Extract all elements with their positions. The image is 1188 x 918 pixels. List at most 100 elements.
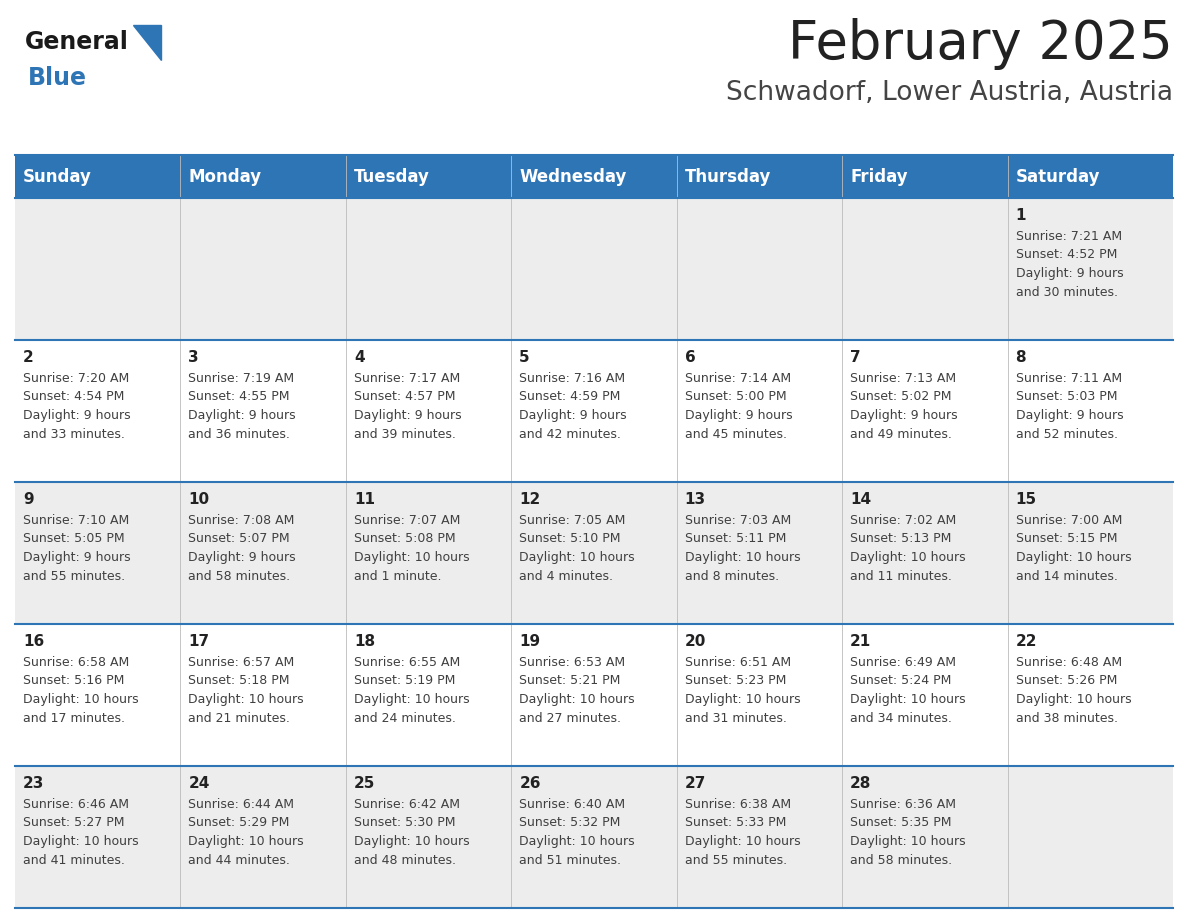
Text: and 45 minutes.: and 45 minutes. xyxy=(684,428,786,441)
Text: Daylight: 10 hours: Daylight: 10 hours xyxy=(684,551,801,564)
Text: Sunset: 5:07 PM: Sunset: 5:07 PM xyxy=(189,532,290,545)
Text: Daylight: 10 hours: Daylight: 10 hours xyxy=(851,693,966,706)
Text: Sunrise: 7:08 AM: Sunrise: 7:08 AM xyxy=(189,514,295,527)
Bar xyxy=(677,155,842,198)
Bar xyxy=(677,624,842,766)
Bar xyxy=(15,766,181,908)
Text: Daylight: 10 hours: Daylight: 10 hours xyxy=(519,835,634,848)
Text: 2: 2 xyxy=(23,350,33,365)
Text: Sunset: 5:19 PM: Sunset: 5:19 PM xyxy=(354,675,455,688)
Text: Sunrise: 7:10 AM: Sunrise: 7:10 AM xyxy=(23,514,129,527)
Text: Sunrise: 7:05 AM: Sunrise: 7:05 AM xyxy=(519,514,626,527)
Bar xyxy=(346,155,511,198)
Text: Daylight: 10 hours: Daylight: 10 hours xyxy=(23,693,139,706)
Text: 10: 10 xyxy=(189,492,209,507)
Text: Daylight: 10 hours: Daylight: 10 hours xyxy=(1016,693,1131,706)
Bar xyxy=(1007,766,1173,908)
Text: Daylight: 10 hours: Daylight: 10 hours xyxy=(684,693,801,706)
Text: Sunset: 5:30 PM: Sunset: 5:30 PM xyxy=(354,816,455,830)
Text: Sunset: 5:03 PM: Sunset: 5:03 PM xyxy=(1016,390,1117,404)
Text: Schwadorf, Lower Austria, Austria: Schwadorf, Lower Austria, Austria xyxy=(726,80,1173,106)
Text: 22: 22 xyxy=(1016,634,1037,649)
Text: Daylight: 10 hours: Daylight: 10 hours xyxy=(354,551,469,564)
Text: Sunset: 4:54 PM: Sunset: 4:54 PM xyxy=(23,390,125,404)
Text: and 52 minutes.: and 52 minutes. xyxy=(1016,428,1118,441)
Text: Sunrise: 6:48 AM: Sunrise: 6:48 AM xyxy=(1016,656,1121,669)
Text: Sunrise: 7:19 AM: Sunrise: 7:19 AM xyxy=(189,372,295,385)
Text: 1: 1 xyxy=(1016,208,1026,223)
Bar xyxy=(346,766,511,908)
Bar xyxy=(677,482,842,624)
Bar xyxy=(842,482,1007,624)
Text: 23: 23 xyxy=(23,776,44,791)
Text: and 49 minutes.: and 49 minutes. xyxy=(851,428,952,441)
Text: Friday: Friday xyxy=(851,167,908,185)
Text: Sunrise: 6:36 AM: Sunrise: 6:36 AM xyxy=(851,798,956,811)
Text: Sunday: Sunday xyxy=(23,167,91,185)
Bar xyxy=(346,482,511,624)
Text: Daylight: 10 hours: Daylight: 10 hours xyxy=(519,551,634,564)
Text: and 39 minutes.: and 39 minutes. xyxy=(354,428,456,441)
Text: Sunrise: 6:46 AM: Sunrise: 6:46 AM xyxy=(23,798,129,811)
Text: Daylight: 9 hours: Daylight: 9 hours xyxy=(189,551,296,564)
Text: Sunrise: 6:40 AM: Sunrise: 6:40 AM xyxy=(519,798,625,811)
Text: Sunrise: 7:02 AM: Sunrise: 7:02 AM xyxy=(851,514,956,527)
Bar xyxy=(842,624,1007,766)
Text: Daylight: 9 hours: Daylight: 9 hours xyxy=(23,409,131,422)
Text: Sunset: 5:15 PM: Sunset: 5:15 PM xyxy=(1016,532,1117,545)
Text: Daylight: 10 hours: Daylight: 10 hours xyxy=(851,551,966,564)
Bar xyxy=(346,340,511,482)
Text: Sunset: 5:21 PM: Sunset: 5:21 PM xyxy=(519,675,620,688)
Text: Daylight: 9 hours: Daylight: 9 hours xyxy=(1016,409,1123,422)
Text: Sunset: 5:00 PM: Sunset: 5:00 PM xyxy=(684,390,786,404)
Text: and 4 minutes.: and 4 minutes. xyxy=(519,569,613,583)
Text: 20: 20 xyxy=(684,634,706,649)
Text: Daylight: 9 hours: Daylight: 9 hours xyxy=(519,409,627,422)
Bar xyxy=(1007,155,1173,198)
Text: and 44 minutes.: and 44 minutes. xyxy=(189,854,290,867)
Text: Tuesday: Tuesday xyxy=(354,167,430,185)
Text: Daylight: 9 hours: Daylight: 9 hours xyxy=(23,551,131,564)
Text: Sunrise: 7:07 AM: Sunrise: 7:07 AM xyxy=(354,514,460,527)
Text: Sunrise: 7:13 AM: Sunrise: 7:13 AM xyxy=(851,372,956,385)
Bar xyxy=(511,340,677,482)
Text: Sunrise: 7:14 AM: Sunrise: 7:14 AM xyxy=(684,372,791,385)
Text: Sunset: 4:55 PM: Sunset: 4:55 PM xyxy=(189,390,290,404)
Text: Sunset: 4:57 PM: Sunset: 4:57 PM xyxy=(354,390,455,404)
Text: Sunset: 5:08 PM: Sunset: 5:08 PM xyxy=(354,532,455,545)
Text: Sunset: 5:27 PM: Sunset: 5:27 PM xyxy=(23,816,125,830)
Bar xyxy=(1007,624,1173,766)
Bar xyxy=(15,155,181,198)
Text: 28: 28 xyxy=(851,776,872,791)
Text: February 2025: February 2025 xyxy=(789,18,1173,70)
Text: and 42 minutes.: and 42 minutes. xyxy=(519,428,621,441)
Text: 17: 17 xyxy=(189,634,209,649)
Text: Sunrise: 7:17 AM: Sunrise: 7:17 AM xyxy=(354,372,460,385)
Text: Sunrise: 7:11 AM: Sunrise: 7:11 AM xyxy=(1016,372,1121,385)
Polygon shape xyxy=(133,25,162,60)
Text: Sunrise: 6:58 AM: Sunrise: 6:58 AM xyxy=(23,656,129,669)
Text: 4: 4 xyxy=(354,350,365,365)
Text: Saturday: Saturday xyxy=(1016,167,1100,185)
Bar xyxy=(511,624,677,766)
Text: 3: 3 xyxy=(189,350,200,365)
Bar xyxy=(842,155,1007,198)
Text: Sunrise: 7:20 AM: Sunrise: 7:20 AM xyxy=(23,372,129,385)
Text: Sunset: 5:29 PM: Sunset: 5:29 PM xyxy=(189,816,290,830)
Bar xyxy=(346,198,511,340)
Text: Sunset: 5:26 PM: Sunset: 5:26 PM xyxy=(1016,675,1117,688)
Text: Sunset: 4:52 PM: Sunset: 4:52 PM xyxy=(1016,249,1117,262)
Text: Sunrise: 7:21 AM: Sunrise: 7:21 AM xyxy=(1016,230,1121,243)
Text: 16: 16 xyxy=(23,634,44,649)
Text: Sunrise: 7:03 AM: Sunrise: 7:03 AM xyxy=(684,514,791,527)
Text: Daylight: 9 hours: Daylight: 9 hours xyxy=(1016,267,1123,280)
Text: Sunset: 5:32 PM: Sunset: 5:32 PM xyxy=(519,816,620,830)
Text: 9: 9 xyxy=(23,492,33,507)
Text: 26: 26 xyxy=(519,776,541,791)
Bar xyxy=(181,624,346,766)
Text: 14: 14 xyxy=(851,492,871,507)
Text: Sunrise: 6:57 AM: Sunrise: 6:57 AM xyxy=(189,656,295,669)
Text: and 55 minutes.: and 55 minutes. xyxy=(23,569,125,583)
Bar xyxy=(15,340,181,482)
Text: Daylight: 9 hours: Daylight: 9 hours xyxy=(189,409,296,422)
